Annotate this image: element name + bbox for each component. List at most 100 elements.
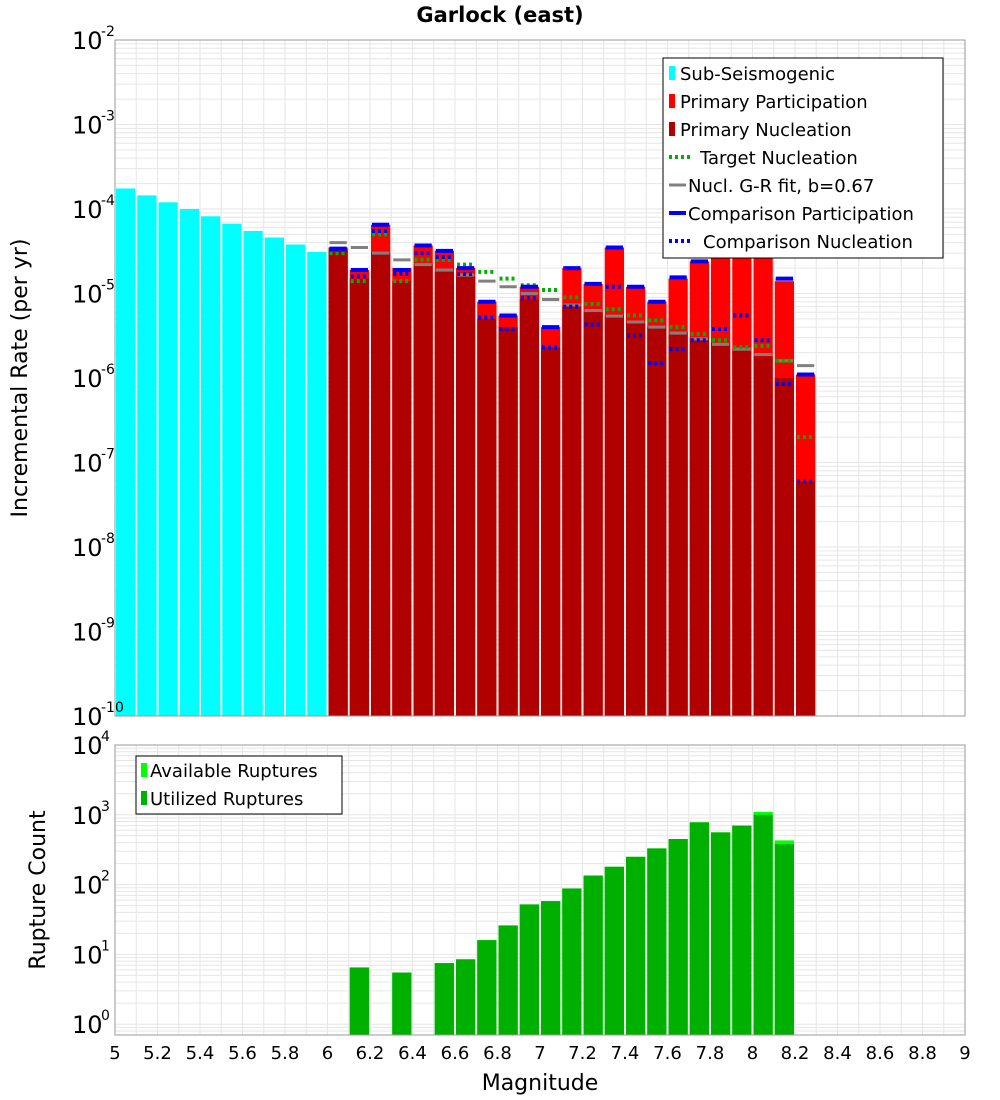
rate-y-tick-exponent: -9 (101, 616, 115, 632)
count-y-axis-label: Rupture Count (26, 810, 51, 970)
x-tick-label: 7.8 (696, 1043, 725, 1064)
legend-swatch-primary-participation (669, 94, 675, 108)
primary-nucleation-bar (498, 327, 518, 716)
utilized-ruptures-bar (689, 822, 709, 1035)
x-tick-label: 8.4 (823, 1043, 852, 1064)
sub-seismogenic-bar (264, 237, 284, 717)
count-y-tick-exponent: 3 (101, 799, 110, 815)
rate-y-tick-base: 10 (72, 450, 103, 478)
x-tick-label: 6.6 (441, 1043, 470, 1064)
primary-nucleation-bar (604, 315, 624, 716)
count-y-tick-base: 10 (72, 732, 103, 760)
sub-seismogenic-bar (179, 209, 199, 716)
count-y-tick-base: 10 (72, 872, 103, 900)
count-y-tick-base: 10 (72, 941, 103, 969)
primary-nucleation-bar (711, 342, 731, 716)
utilized-ruptures-bar (583, 875, 603, 1035)
rate-legend: Sub-Seismogenic Primary Participation Pr… (662, 57, 944, 259)
primary-nucleation-bar (328, 249, 348, 716)
count-y-tick-exponent: 1 (101, 938, 110, 954)
rate-y-tick-exponent: -4 (101, 193, 115, 209)
rate-y-tick-exponent: -5 (101, 278, 115, 294)
utilized-ruptures-bar (753, 814, 773, 1035)
primary-nucleation-bar (456, 276, 476, 716)
sub-seismogenic-bar (158, 202, 178, 716)
count-legend: Available Ruptures Utilized Ruptures (135, 755, 343, 815)
rate-legend-box (662, 57, 944, 259)
primary-nucleation-bar (562, 306, 582, 716)
sub-seismogenic-bar (243, 230, 263, 717)
primary-nucleation-bar (626, 322, 646, 716)
utilized-ruptures-bar (774, 844, 794, 1035)
rate-y-tick-base: 10 (72, 112, 103, 140)
utilized-ruptures-bar (456, 959, 476, 1035)
sub-seismogenic-bar (307, 251, 327, 717)
legend-label-comparison-participation: Comparison Participation (688, 204, 914, 225)
utilized-ruptures-bar (711, 832, 731, 1035)
rate-bars (116, 188, 816, 717)
primary-nucleation-bar (583, 312, 603, 716)
utilized-ruptures-bar (562, 888, 582, 1035)
rate-plot-frame (114, 39, 966, 717)
legend-label-primary-nucleation: Primary Nucleation (680, 120, 852, 141)
count-legend-box (135, 755, 343, 815)
x-tick-label: 7.2 (568, 1043, 597, 1064)
rate-y-tick-base: 10 (72, 196, 103, 224)
x-tick-label: 6 (322, 1043, 333, 1064)
legend-label-sub-seismogenic: Sub-Seismogenic (680, 64, 835, 85)
x-tick-label: 8.6 (866, 1043, 895, 1064)
rate-y-tick-exponent: -8 (101, 531, 115, 547)
primary-nucleation-bar (732, 350, 752, 716)
count-plot-frame (114, 744, 966, 1036)
legend-label-gr-fit: Nucl. G-R fit, b=0.67 (688, 176, 874, 197)
rate-y-tick-exponent: -10 (101, 700, 124, 716)
rate-y-tick-base: 10 (72, 27, 103, 55)
x-tick-label: 8.2 (781, 1043, 810, 1064)
primary-nucleation-bar (371, 253, 391, 716)
sub-seismogenic-bar (137, 195, 157, 717)
utilized-ruptures-bar (392, 972, 412, 1035)
x-ticks: 5 5.2 5.4 5.6 5.8 6 6.2 6.4 6.6 6.8 7 7.2 7.4 7.6 7.8 8… (109, 1043, 970, 1064)
count-y-tick-base: 10 (72, 1011, 103, 1039)
utilized-ruptures-bar (647, 848, 667, 1035)
count-y-tick-exponent: 0 (101, 1008, 110, 1024)
primary-nucleation-bar (689, 337, 709, 716)
rate-y-tick-base: 10 (72, 703, 103, 731)
primary-nucleation-bar (796, 481, 816, 716)
rate-y-tick-base: 10 (72, 534, 103, 562)
x-tick-label: 5.2 (143, 1043, 172, 1064)
count-y-tick-exponent: 4 (101, 729, 110, 745)
x-tick-label: 6.8 (483, 1043, 512, 1064)
legend-swatch-utilized (141, 791, 147, 805)
utilized-ruptures-bar (668, 839, 688, 1035)
legend-label-comparison-nucleation: Comparison Nucleation (703, 232, 913, 253)
x-tick-label: 6.2 (356, 1043, 385, 1064)
count-y-tick-exponent: 2 (101, 869, 110, 885)
utilized-ruptures-bar (498, 925, 518, 1035)
chart-title: Garlock (east) (416, 3, 583, 27)
rate-y-tick-base: 10 (72, 619, 103, 647)
rate-y-tick-exponent: -6 (101, 362, 115, 378)
x-tick-label: 5.4 (186, 1043, 215, 1064)
utilized-ruptures-bar (434, 963, 454, 1035)
primary-nucleation-bar (774, 378, 794, 716)
rate-y-axis-label: Incremental Rate (per yr) (8, 239, 33, 518)
utilized-ruptures-bar (477, 940, 497, 1035)
primary-nucleation-bar (413, 264, 433, 716)
legend-label-utilized: Utilized Ruptures (150, 789, 303, 810)
x-tick-label: 8 (747, 1043, 758, 1064)
primary-nucleation-bar (647, 327, 667, 716)
count-gridlines (114, 745, 966, 1036)
utilized-ruptures-bar (519, 904, 539, 1035)
legend-swatch-sub-seismogenic (669, 66, 675, 80)
primary-nucleation-bar (668, 332, 688, 716)
legend-swatch-primary-nucleation (669, 122, 675, 136)
x-tick-label: 7.4 (611, 1043, 640, 1064)
sub-seismogenic-bar (116, 188, 136, 717)
count-y-tick-base: 10 (72, 802, 103, 830)
count-bars (349, 811, 794, 1035)
utilized-ruptures-bar (541, 901, 561, 1035)
sub-seismogenic-bar (201, 216, 221, 717)
